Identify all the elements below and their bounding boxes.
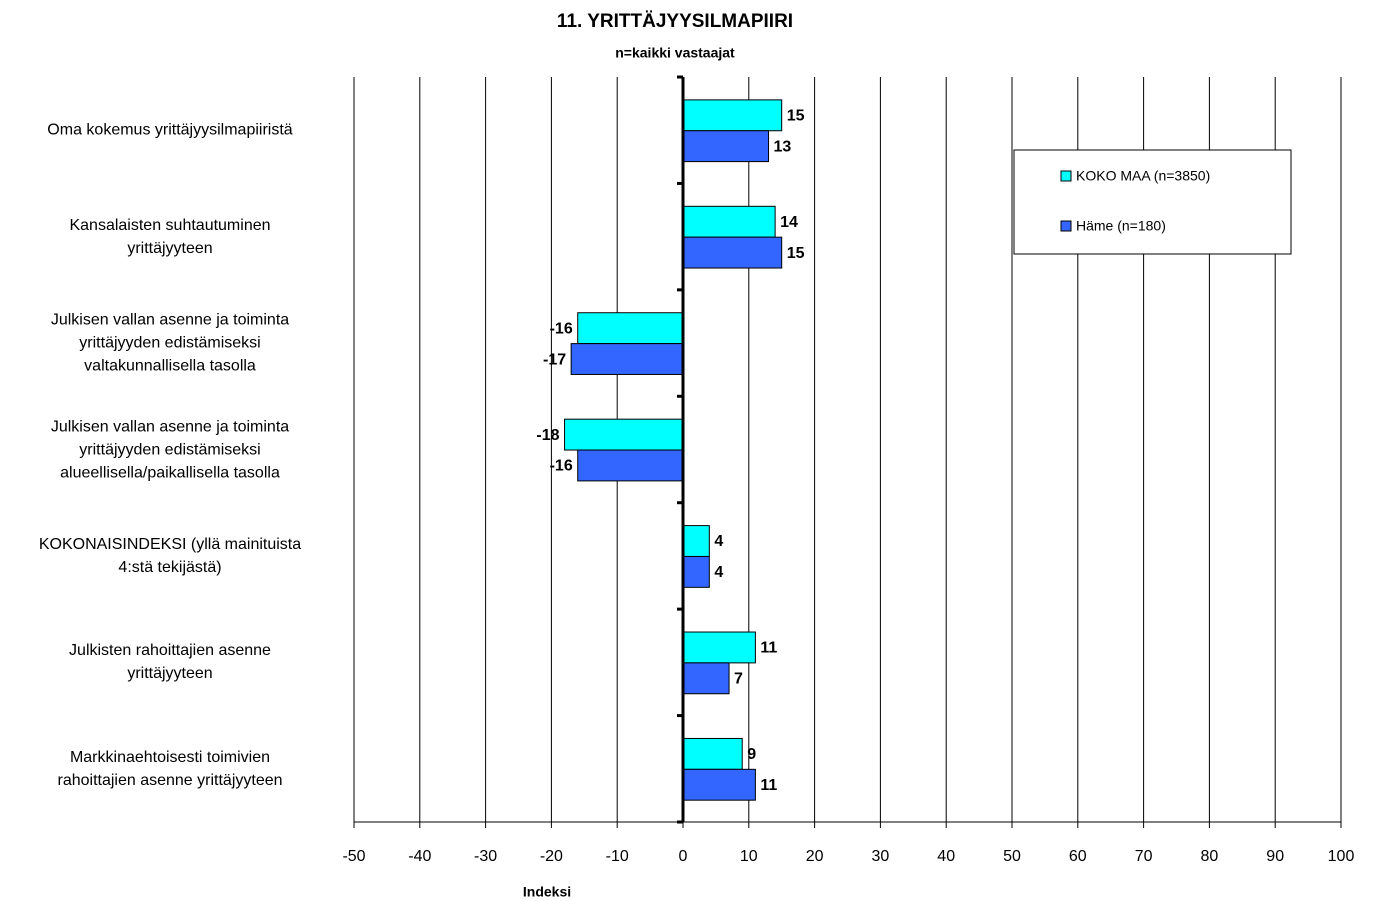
bar — [682, 768, 756, 801]
legend-label: KOKO MAA (n=3850) — [1076, 168, 1210, 184]
x-tick-label: -30 — [474, 848, 497, 865]
x-tick-label: 80 — [1201, 848, 1219, 865]
value-label: -16 — [550, 320, 573, 337]
x-axis-label: Indeksi — [523, 884, 571, 900]
x-tick-label: -50 — [342, 848, 365, 865]
x-tick-label: 70 — [1135, 848, 1153, 865]
bar — [682, 236, 783, 269]
bar — [682, 99, 783, 132]
x-tick-label: -40 — [408, 848, 431, 865]
value-label: 7 — [734, 671, 743, 688]
value-label: 13 — [774, 138, 792, 155]
value-label: -17 — [543, 351, 566, 368]
category-label: Julkisen vallan asenne ja toiminta yritt… — [50, 418, 290, 481]
value-label: 14 — [780, 214, 798, 231]
bar — [682, 737, 743, 770]
bar — [682, 555, 710, 588]
category-label: Oma kokemus yrittäjyysilmapiiristä — [47, 121, 293, 139]
x-tick-label: 0 — [679, 848, 688, 865]
legend-swatch — [1060, 170, 1072, 182]
value-label: -16 — [550, 458, 573, 475]
category-label: Markkinaehtoisesti toimivien rahoittajie… — [57, 748, 283, 789]
x-tick-label: 100 — [1328, 848, 1355, 865]
bar — [577, 449, 684, 482]
legend-label: Häme (n=180) — [1076, 218, 1166, 234]
bar — [682, 631, 756, 664]
value-label: 4 — [714, 533, 723, 550]
x-tick-label: -10 — [606, 848, 629, 865]
bar — [682, 525, 710, 557]
x-tick-label: 20 — [806, 848, 824, 865]
value-label: 9 — [747, 746, 756, 763]
category-label: Julkisten rahoittajien asenne yrittäjyyt… — [69, 642, 271, 683]
chart-subtitle: n=kaikki vastaajat — [615, 45, 735, 61]
value-label: 11 — [760, 640, 777, 657]
bar — [682, 205, 776, 238]
category-label: Kansalaisten suhtautuminen yrittäjyyteen — [69, 216, 271, 257]
value-label: 11 — [760, 777, 777, 794]
bar — [682, 130, 770, 163]
category-label: KOKONAISINDEKSI (yllä mainituista 4:stä … — [38, 535, 302, 576]
category-label: Julkisen vallan asenne ja toiminta yritt… — [50, 311, 290, 375]
bar — [682, 662, 730, 695]
value-label: 15 — [787, 245, 805, 262]
value-label: -18 — [536, 427, 559, 444]
bar — [570, 343, 684, 375]
value-label: 15 — [787, 108, 805, 125]
legend-box — [1013, 149, 1292, 255]
x-tick-label: 40 — [937, 848, 955, 865]
x-tick-label: 90 — [1266, 848, 1284, 865]
x-tick-label: -20 — [540, 848, 563, 865]
legend-swatch — [1060, 220, 1072, 232]
chart-title: 11. YRITTÄJYYSILMAPIIRI — [557, 11, 793, 32]
bar — [577, 312, 684, 345]
x-tick-label: 50 — [1003, 848, 1021, 865]
x-tick-label: 60 — [1069, 848, 1087, 865]
bar — [564, 418, 684, 451]
x-tick-label: 30 — [872, 848, 890, 865]
x-tick-label: 10 — [740, 848, 758, 865]
value-label: 4 — [714, 564, 723, 581]
